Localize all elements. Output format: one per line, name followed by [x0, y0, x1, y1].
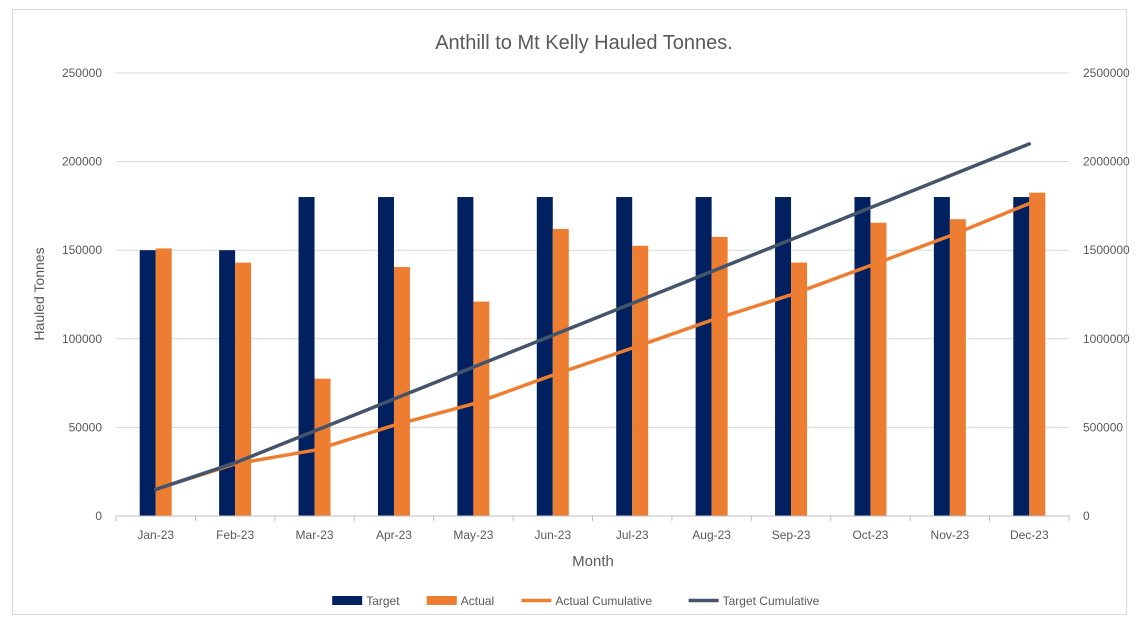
legend-item: Target Cumulative [688, 594, 820, 608]
y-tick-label: 50000 [69, 420, 103, 434]
axes: 0500001000001500002000002500000500000100… [62, 66, 1130, 542]
y-tick-label: 150000 [62, 243, 102, 257]
x-tick-label: Feb-23 [216, 528, 254, 542]
bar-target [457, 197, 474, 517]
x-tick-label: Jul-23 [616, 528, 649, 542]
x-tick-label: Dec-23 [1010, 528, 1049, 542]
chart-title: Anthill to Mt Kelly Hauled Tonnes. [435, 32, 733, 54]
legend-label: Actual Cumulative [555, 594, 652, 608]
bar-target [854, 197, 871, 517]
y2-tick-label: 0 [1083, 509, 1090, 523]
bar-target [775, 197, 792, 517]
legend-item: Actual [426, 594, 494, 608]
legend-item: Actual Cumulative [521, 594, 652, 608]
bar-target [377, 197, 394, 517]
y-tick-label: 250000 [62, 66, 102, 80]
bar-actual [632, 245, 649, 516]
y2-tick-label: 2500000 [1083, 66, 1130, 80]
y-tick-label: 0 [95, 509, 102, 523]
chart-frame [12, 9, 1127, 615]
x-tick-label: Apr-23 [376, 528, 412, 542]
bar-target [139, 250, 156, 516]
line-actual-cumulative [153, 201, 1032, 491]
bar-actual [235, 262, 252, 516]
bar-target [536, 197, 553, 517]
y2-tick-label: 500000 [1083, 420, 1123, 434]
bar-target [298, 197, 315, 517]
x-tick-label: Nov-23 [931, 528, 970, 542]
y2-tick-label: 1500000 [1083, 243, 1130, 257]
y-tick-label: 200000 [62, 155, 102, 169]
y2-tick-label: 2000000 [1083, 155, 1130, 169]
line-target-cumulative [153, 142, 1032, 492]
bar-actual [791, 262, 808, 516]
legend-label: Actual [461, 594, 494, 608]
y-axis-title: Hauled Tonnes [31, 247, 47, 340]
bar-actual [711, 236, 728, 516]
bar-actual [155, 248, 172, 517]
legend-label: Target Cumulative [723, 594, 820, 608]
x-tick-label: Mar-23 [296, 528, 334, 542]
line-series [153, 142, 1032, 492]
legend-swatch [332, 596, 363, 605]
x-tick-label: Aug-23 [692, 528, 731, 542]
bar-actual [1029, 192, 1046, 517]
bar-actual [473, 301, 490, 516]
x-tick-label: Oct-23 [852, 528, 888, 542]
bar-target [219, 250, 236, 516]
bar-target [616, 197, 633, 517]
x-tick-label: Jan-23 [137, 528, 174, 542]
legend: Target Actual Actual Cumulative Target Cumu… [332, 594, 820, 608]
gridlines [116, 72, 1069, 428]
x-tick-label: May-23 [453, 528, 493, 542]
bar-actual [949, 219, 966, 516]
x-tick-label: Sep-23 [772, 528, 811, 542]
bar-target [695, 197, 712, 517]
x-axis-title: Month [572, 553, 614, 570]
legend-swatch [426, 596, 457, 605]
bar-target [1013, 197, 1030, 517]
y-tick-label: 100000 [62, 332, 102, 346]
x-tick-label: Jun-23 [534, 528, 571, 542]
bar-target [933, 197, 950, 517]
bar-series [139, 192, 1046, 517]
y2-tick-label: 1000000 [1083, 332, 1130, 346]
legend-label: Target [366, 594, 400, 608]
bar-actual [393, 267, 410, 516]
bar-actual [870, 222, 887, 516]
legend-item: Target [332, 594, 400, 608]
